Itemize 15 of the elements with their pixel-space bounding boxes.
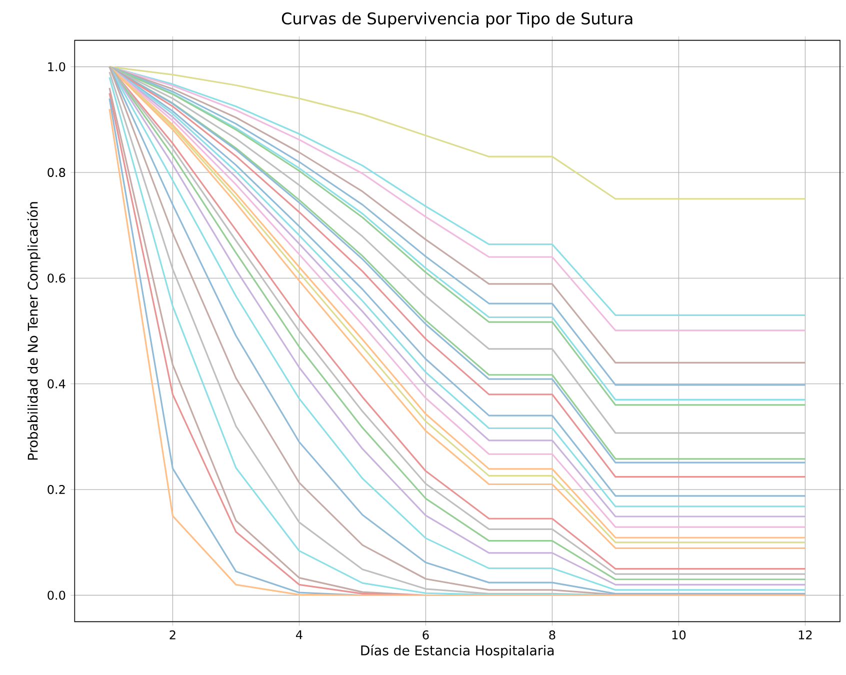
y-tick-label: 0.8 <box>48 168 66 177</box>
y-tick-label: 0.6 <box>48 274 66 283</box>
y-tick-label: 0.4 <box>48 379 66 388</box>
chart-title: Curvas de Supervivencia por Tipo de Sutura <box>282 12 632 28</box>
x-tick-label: 6 <box>422 630 429 640</box>
x-tick-label: 4 <box>296 630 302 640</box>
x-tick-label: 2 <box>170 630 176 640</box>
y-tick-label: 1.0 <box>48 62 66 72</box>
y-axis-title: Probabilidad de No Tener Complicación <box>26 202 40 460</box>
x-tick-label: 12 <box>798 630 812 640</box>
x-axis-title: Días de Estancia Hospitalaria <box>361 644 554 658</box>
x-tick-label: 10 <box>672 630 686 640</box>
y-tick-label: 0.0 <box>48 590 66 600</box>
y-tick-label: 0.2 <box>48 485 65 494</box>
x-tick-label: 8 <box>549 630 556 640</box>
